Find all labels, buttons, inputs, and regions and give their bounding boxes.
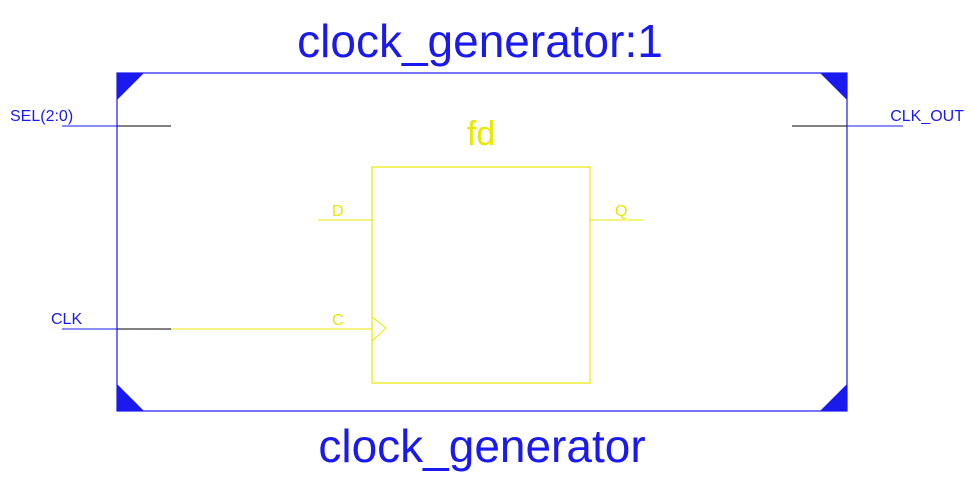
corner-marker-top-right: [820, 73, 847, 100]
primitive-fd-body: [371, 166, 591, 384]
port-clk-out[interactable]: CLK_OUT: [792, 108, 964, 127]
primitive-fd-name: fd: [467, 115, 495, 153]
pin-d-label: D: [332, 203, 344, 220]
corner-marker-top-left: [117, 73, 144, 100]
port-sel[interactable]: SEL(2:0): [10, 108, 171, 127]
pin-c-label: C: [332, 312, 344, 329]
module-box[interactable]: [116, 72, 848, 412]
clock-edge-marker: [371, 316, 387, 342]
corner-marker-bottom-left: [117, 384, 144, 411]
primitive-fd[interactable]: fd D C Q: [318, 115, 644, 384]
port-clk-label: CLK: [51, 311, 82, 328]
corner-marker-bottom-right: [820, 384, 847, 411]
port-clk-out-label: CLK_OUT: [890, 108, 964, 125]
module-instance-title: clock_generator:1: [297, 15, 663, 67]
port-clk[interactable]: CLK: [51, 311, 318, 330]
pin-q-label: Q: [615, 203, 627, 220]
port-sel-label: SEL(2:0): [10, 108, 73, 125]
module-type-title: clock_generator: [318, 420, 645, 472]
